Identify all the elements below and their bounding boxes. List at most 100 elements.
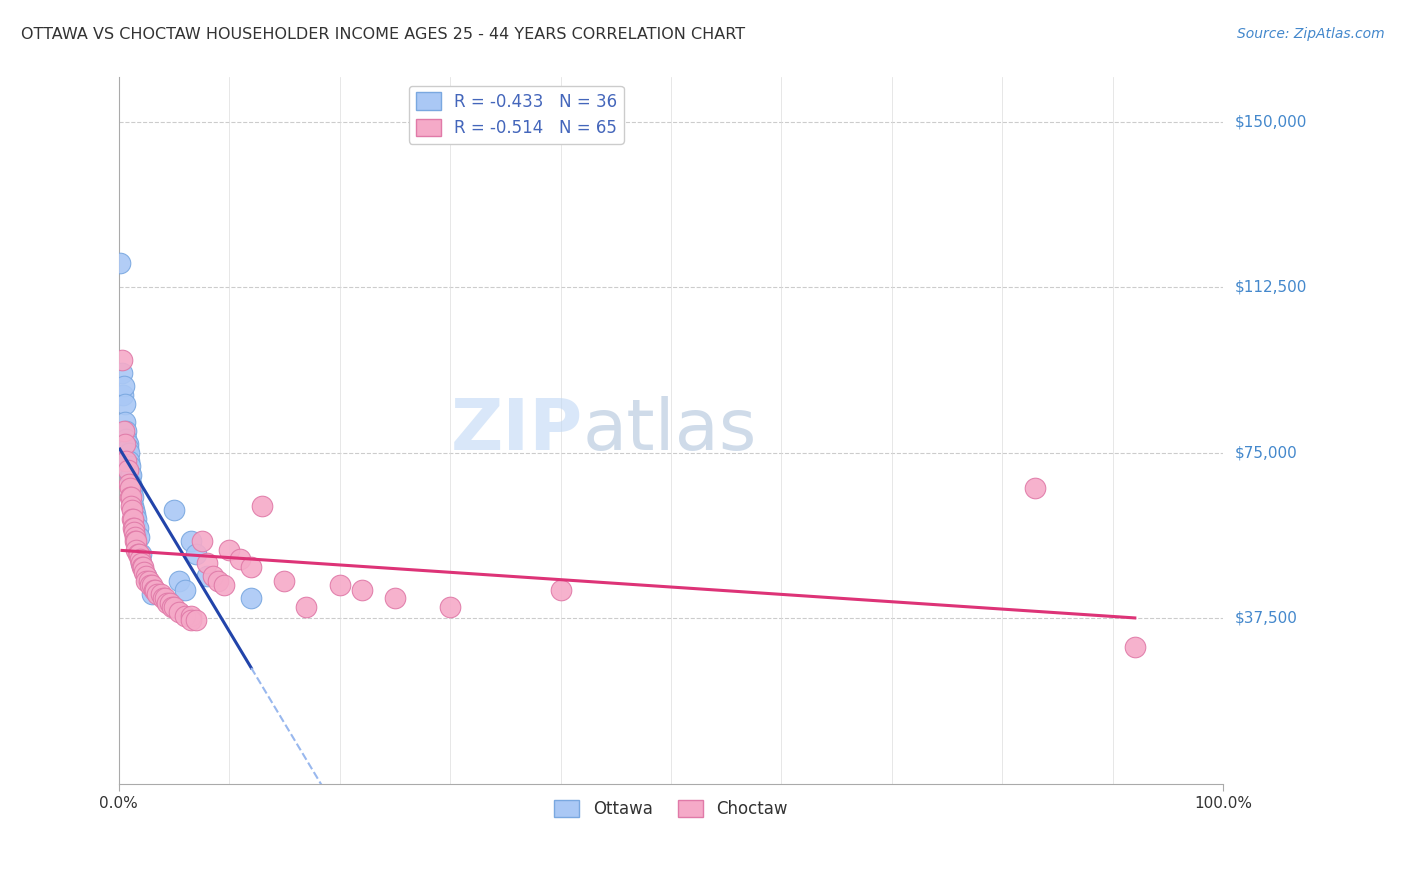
Point [1024,481,1046,495]
Point [117,437,139,451]
Point [184,547,207,561]
Point [141,587,163,601]
Point [131,560,153,574]
Point [1123,640,1146,654]
Point [121,512,143,526]
Point [146,587,169,601]
Point [174,582,197,597]
Point [174,609,197,624]
Point [115,424,138,438]
Point [115,433,138,447]
Point [384,591,406,606]
Point [141,578,163,592]
Point [169,574,191,588]
Point [163,600,186,615]
Point [121,485,143,500]
Point [138,578,160,592]
Point [129,556,152,570]
Point [118,458,141,473]
Point [122,521,145,535]
Point [120,476,142,491]
Text: $150,000: $150,000 [1234,114,1306,129]
Text: OTTAWA VS CHOCTAW HOUSEHOLDER INCOME AGES 25 - 44 YEARS CORRELATION CHART: OTTAWA VS CHOCTAW HOUSEHOLDER INCOME AGE… [21,27,745,42]
Point [132,560,155,574]
Point [121,481,143,495]
Point [229,551,252,566]
Point [127,521,149,535]
Point [184,614,207,628]
Text: $37,500: $37,500 [1234,611,1298,625]
Point [350,582,373,597]
Point [122,499,145,513]
Point [169,605,191,619]
Point [120,499,142,513]
Point [252,499,274,513]
Text: Source: ZipAtlas.com: Source: ZipAtlas.com [1237,27,1385,41]
Point [207,574,229,588]
Point [124,529,146,543]
Point [125,542,148,557]
Point [120,467,142,482]
Point [129,547,152,561]
Point [143,582,166,597]
Point [138,574,160,588]
Point [124,508,146,522]
Point [152,591,174,606]
Point [273,574,295,588]
Point [329,578,352,592]
Point [122,521,145,535]
Point [159,596,181,610]
Point [111,353,134,368]
Point [212,578,235,592]
Point [118,476,141,491]
Point [195,569,218,583]
Point [295,600,318,615]
Point [129,556,152,570]
Point [128,551,150,566]
Point [218,542,240,557]
Point [122,525,145,540]
Point [117,463,139,477]
Legend: Ottawa, Choctaw: Ottawa, Choctaw [548,793,794,825]
Point [125,512,148,526]
Text: ZIP: ZIP [450,396,582,465]
Point [240,591,263,606]
Point [117,442,139,456]
Point [160,600,183,615]
Point [112,388,135,402]
Point [240,560,263,574]
Point [201,569,224,583]
Point [118,481,141,495]
Point [122,503,145,517]
Point [112,379,135,393]
Point [115,454,138,468]
Point [143,582,166,597]
Point [127,547,149,561]
Point [120,490,142,504]
Point [121,503,143,517]
Text: $75,000: $75,000 [1234,445,1296,460]
Point [149,587,172,601]
Point [135,569,157,583]
Point [112,424,135,438]
Point [118,445,141,459]
Point [122,512,145,526]
Point [124,533,146,548]
Point [439,600,461,615]
Point [128,529,150,543]
Point [114,437,136,451]
Point [190,533,212,548]
Point [125,533,148,548]
Text: $112,500: $112,500 [1234,279,1306,294]
Point [108,256,131,270]
Point [550,582,572,597]
Point [114,415,136,429]
Point [134,565,156,579]
Point [114,397,136,411]
Point [156,596,179,610]
Text: atlas: atlas [582,396,756,465]
Point [111,366,134,380]
Point [135,569,157,583]
Point [180,533,202,548]
Point [128,547,150,561]
